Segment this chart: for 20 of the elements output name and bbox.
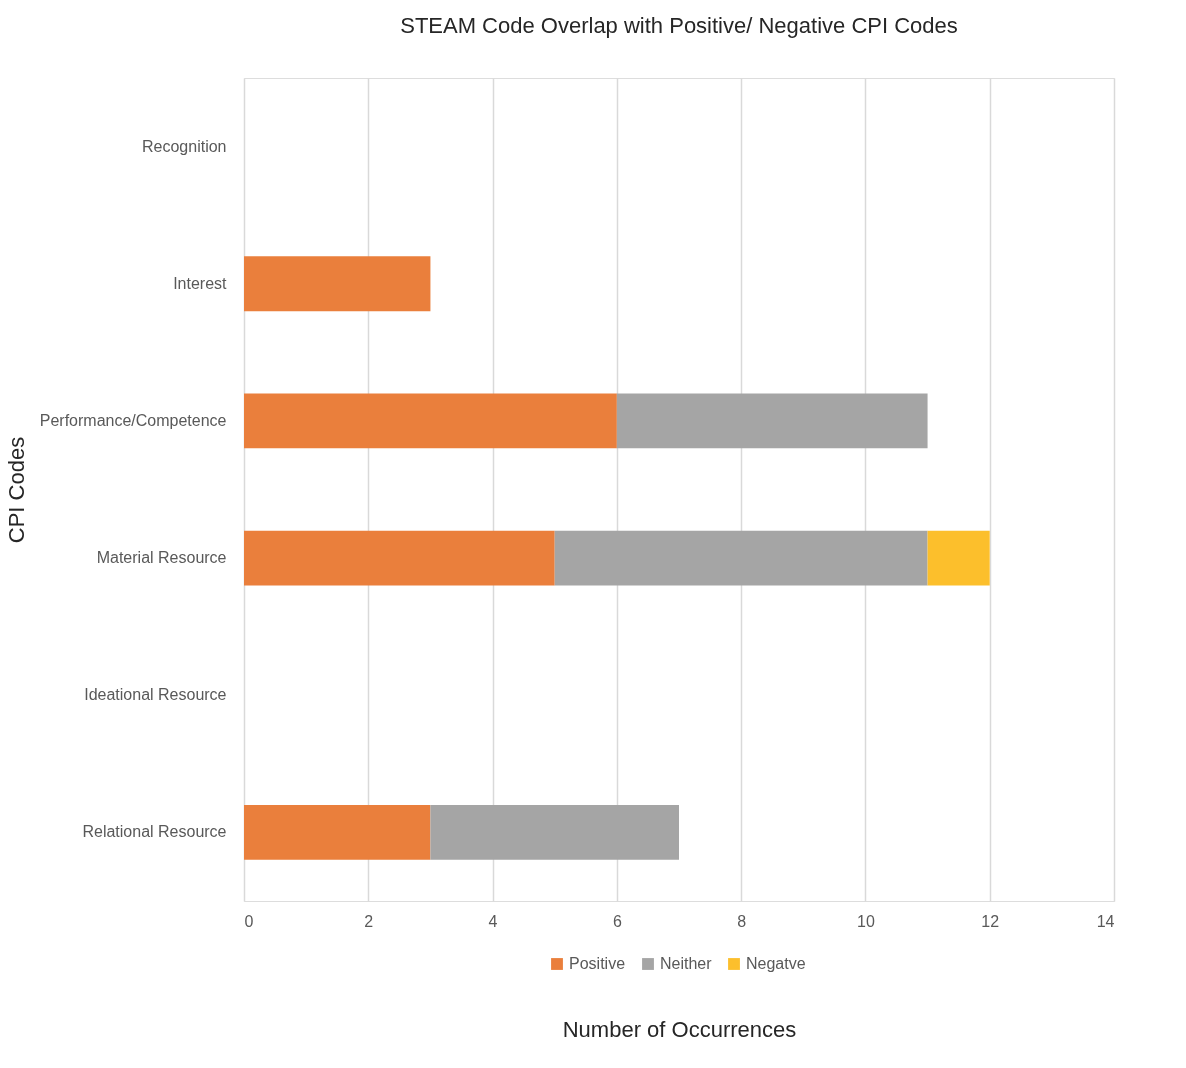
x-tick-label: 14 [1096,912,1115,930]
x-tick-label: 10 [857,912,875,930]
legend-label: Positive [569,955,626,972]
x-tick-label: 6 [612,912,622,930]
x-tick-label: 0 [244,912,254,930]
legend-label: Neither [660,955,713,972]
x-tick-label: 8 [737,912,747,930]
y-axis-title: CPI Codes [3,436,29,544]
y-tick-label: Interest [173,274,228,292]
chart-title: STEAM Code Overlap with Positive/ Negative CPI Codes [400,13,958,38]
x-tick-label: 12 [981,912,1000,930]
y-tick-label: Relational Resource [82,823,227,841]
y-tick-label: Recognition [142,137,227,155]
x-tick-label: 2 [364,912,374,930]
x-axis-title: Number of Occurrences [562,1016,797,1042]
legend-label: Negatve [746,955,806,972]
y-tick-label: Ideational Resource [84,686,227,704]
y-tick-label: Performance/Competence [39,411,227,429]
x-tick-label: 4 [488,912,498,930]
y-tick-label: Material Resource [96,549,227,567]
